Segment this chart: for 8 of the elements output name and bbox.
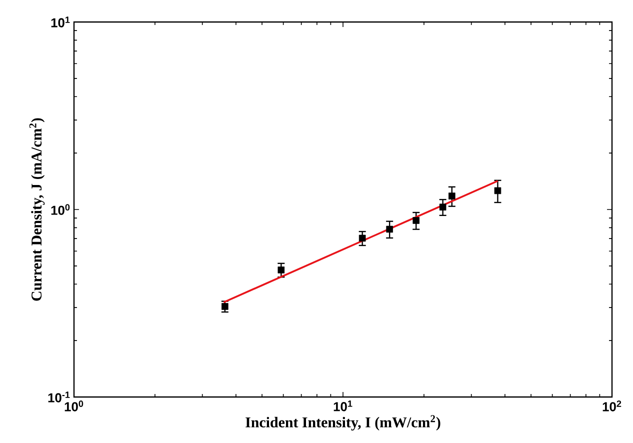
y-tick-label: 10$^{-1}$: [48, 392, 70, 402]
x-tick-label: 10$^{0}$: [64, 400, 84, 412]
y-axis-title: Current Density, J (mA/cm$^{2}$): [29, 118, 45, 301]
y-tick-label: 10$^{0}$: [51, 204, 70, 215]
y-tick-label: 10$^{1}$: [51, 16, 70, 28]
x-tick-label: 10$^{2}$: [602, 400, 622, 412]
x-tick-label: 10$^{1}$: [334, 400, 352, 412]
x-axis-title: Incident Intensity, I (mW/cm$^{2}$): [246, 415, 440, 431]
